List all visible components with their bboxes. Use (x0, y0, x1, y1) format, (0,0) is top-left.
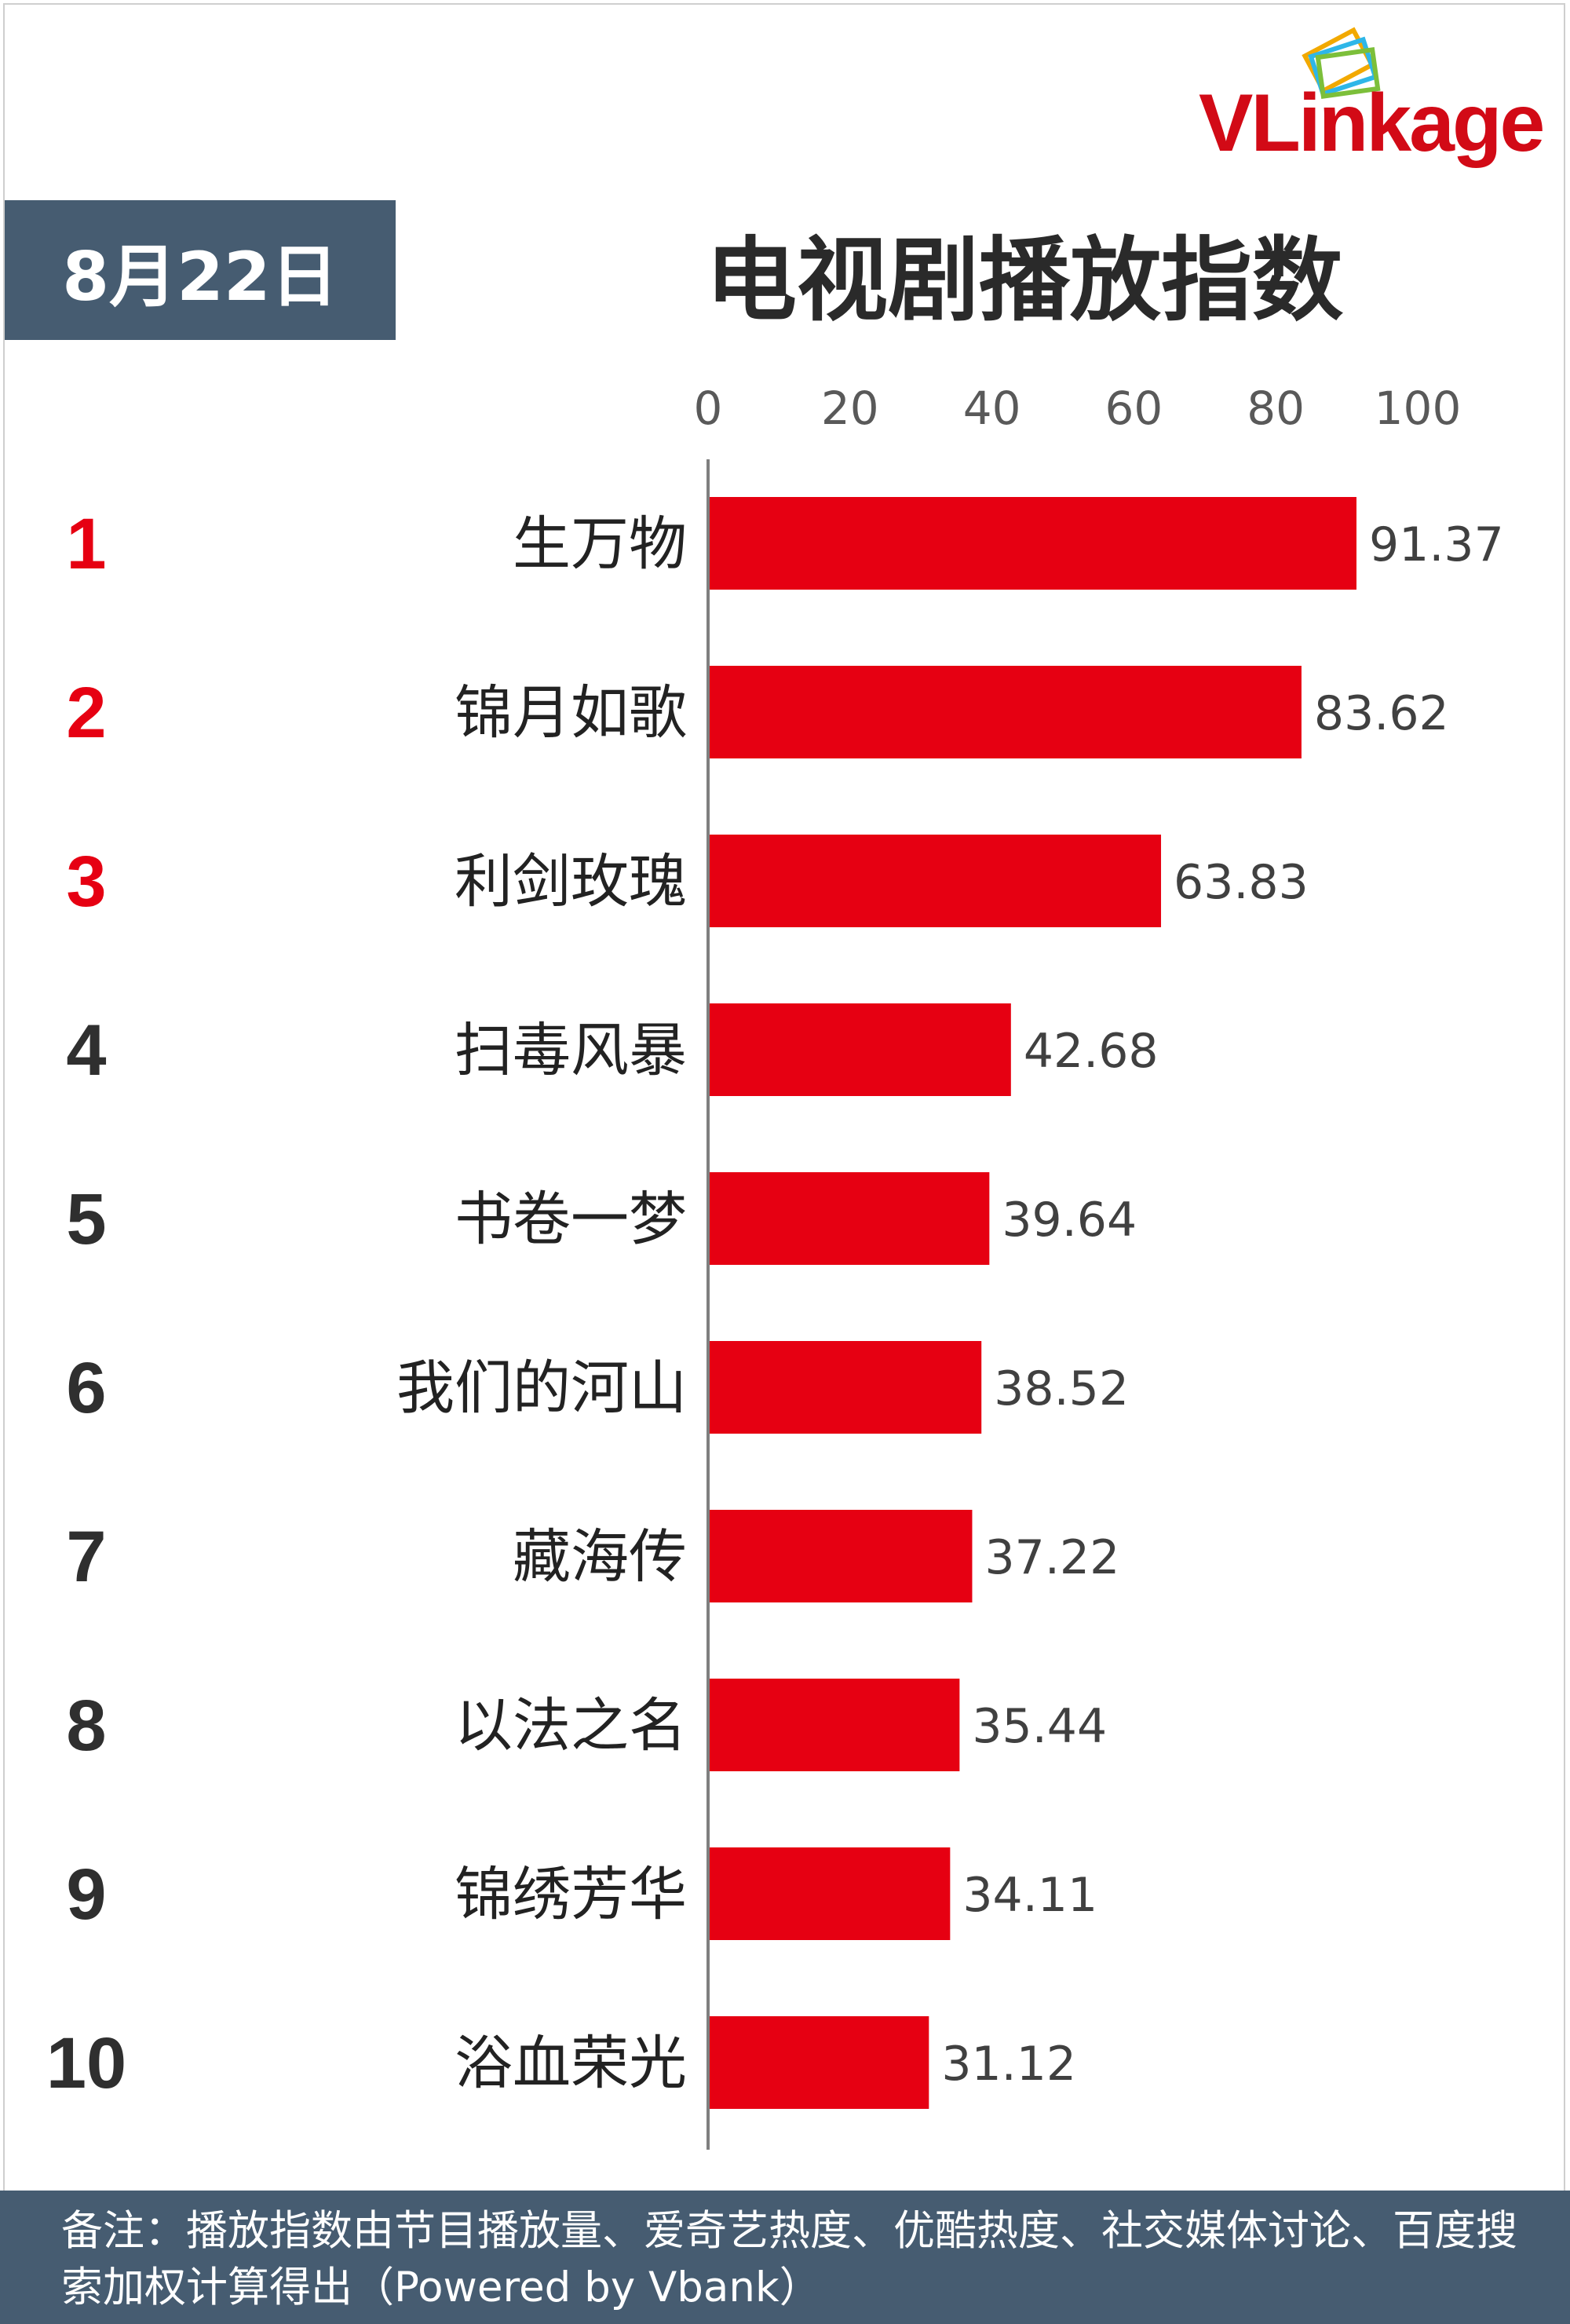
rank-number: 8 (66, 1686, 106, 1766)
category-label: 浴血荣光 (455, 2030, 687, 2097)
rank-number: 4 (66, 1010, 106, 1091)
x-tick-label: 40 (963, 382, 1021, 435)
value-label: 35.44 (972, 1699, 1107, 1754)
category-label: 生万物 (513, 510, 687, 578)
x-tick-label: 0 (694, 382, 723, 435)
value-label: 31.12 (941, 2037, 1076, 2092)
x-tick-label: 20 (821, 382, 879, 435)
value-label: 91.37 (1369, 517, 1504, 572)
category-label: 以法之名 (455, 1692, 687, 1759)
bar-chart: 0 20 40 60 80 100 91.37 生万物 1 83.62 锦月如歌 2 63.83 利剑玫瑰… (46, 382, 1504, 2150)
rank-number: 6 (66, 1348, 106, 1428)
bar (710, 835, 1162, 927)
value-label: 63.83 (1174, 855, 1309, 910)
x-tick-label: 100 (1375, 382, 1462, 435)
vlinkage-logo: VLinkage (1189, 24, 1558, 169)
value-label: 39.64 (1002, 1193, 1137, 1248)
bar (710, 497, 1356, 590)
value-label: 37.22 (984, 1530, 1119, 1585)
value-label: 83.62 (1314, 686, 1449, 741)
rank-number: 10 (46, 2023, 126, 2103)
category-label: 扫毒风暴 (455, 1017, 687, 1084)
rank-number: 9 (66, 1854, 106, 1935)
bar (710, 1341, 982, 1434)
value-label: 38.52 (994, 1361, 1129, 1416)
category-label: 锦绣芳华 (455, 1861, 687, 1928)
x-tick-label: 80 (1247, 382, 1305, 435)
bar (710, 1510, 973, 1602)
value-label: 42.68 (1024, 1024, 1159, 1079)
x-tick-label: 60 (1104, 382, 1163, 435)
rank-number: 3 (66, 842, 106, 922)
rank-number: 2 (66, 673, 106, 753)
rank-number: 1 (66, 504, 106, 584)
bar (710, 666, 1302, 758)
bar (710, 1679, 960, 1771)
category-label: 书卷一梦 (455, 1186, 687, 1253)
date-badge: 8月22日 (5, 200, 396, 340)
bar (710, 1003, 1011, 1096)
category-label: 锦月如歌 (455, 679, 687, 747)
footer-note: 备注：播放指数由节目播放量、爱奇艺热度、优酷热度、社交媒体讨论、百度搜索加权计算… (0, 2191, 1570, 2324)
category-label: 藏海传 (513, 1523, 687, 1591)
value-label: 34.11 (962, 1868, 1097, 1923)
rank-number: 7 (66, 1517, 106, 1597)
logo-cards-icon (1302, 27, 1381, 100)
category-label: 利剑玫瑰 (455, 848, 687, 915)
logo-text: VLinkage (1199, 78, 1545, 169)
bar (710, 1847, 951, 1940)
rank-number: 5 (66, 1179, 106, 1259)
category-label: 我们的河山 (396, 1354, 687, 1422)
bar (710, 2016, 929, 2109)
chart-title: 电视剧播放指数 (706, 228, 1343, 334)
bar (710, 1172, 990, 1265)
